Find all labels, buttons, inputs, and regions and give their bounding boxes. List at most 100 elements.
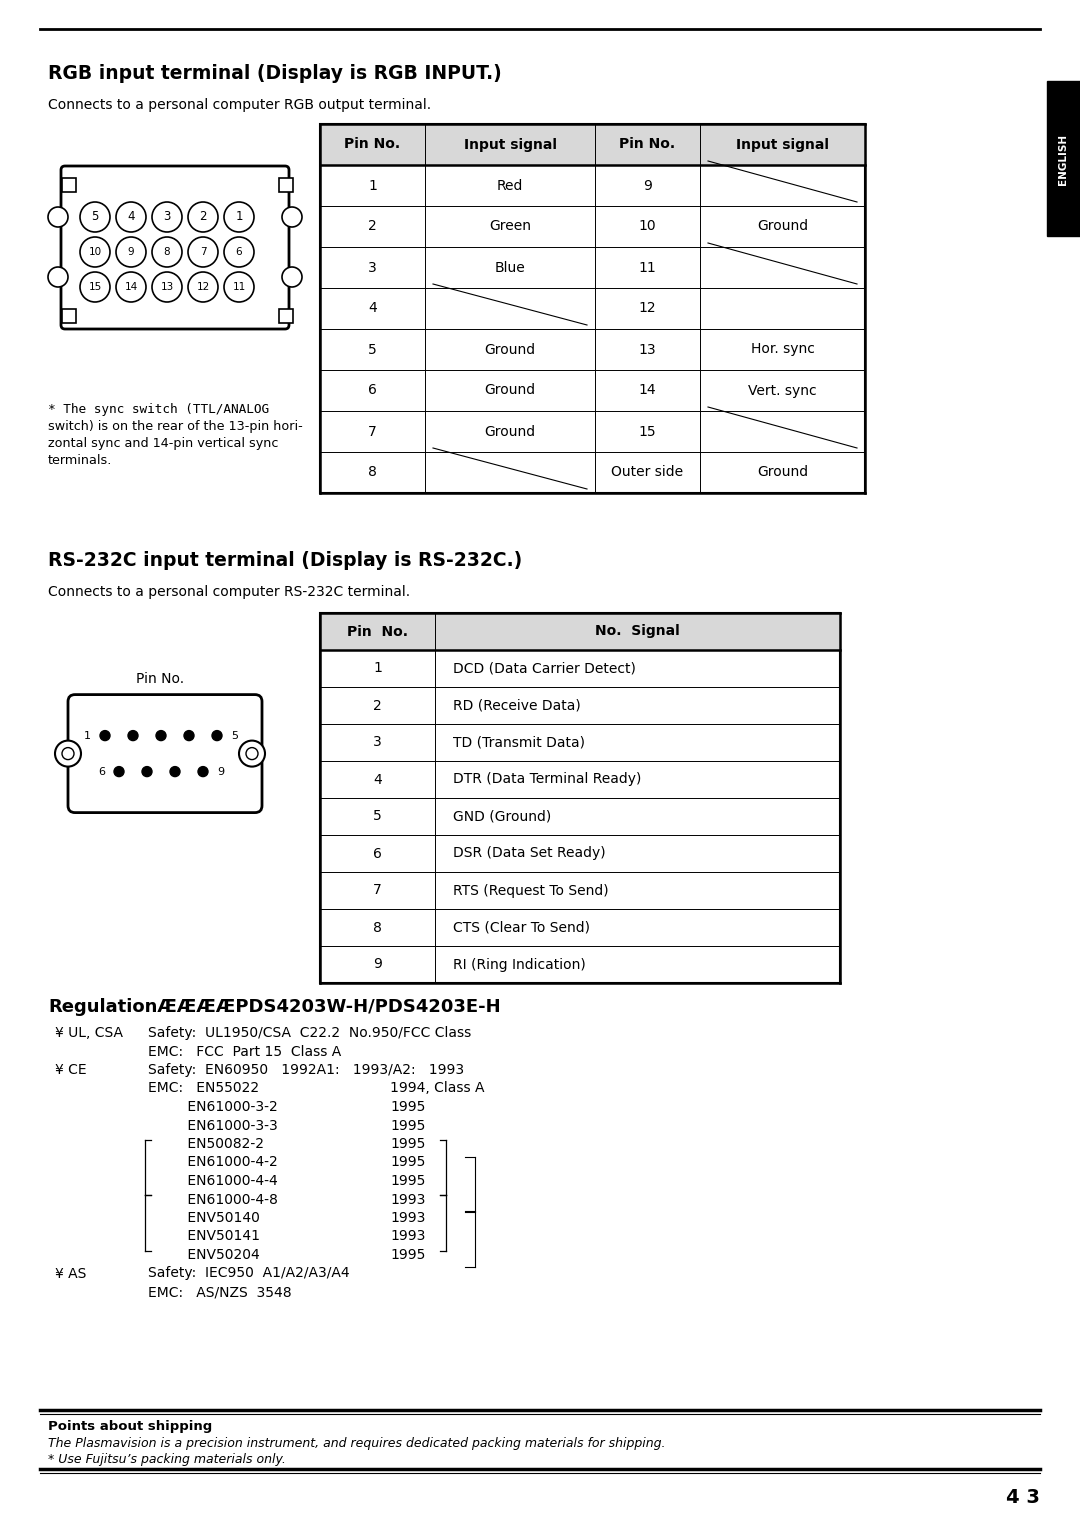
Text: EMC:   FCC  Part 15  Class A: EMC: FCC Part 15 Class A (148, 1044, 341, 1059)
Text: 6: 6 (98, 766, 105, 777)
Circle shape (282, 267, 302, 287)
Text: 1993: 1993 (390, 1192, 426, 1207)
Circle shape (116, 201, 146, 232)
Text: 8: 8 (368, 465, 377, 479)
Text: Hor. sync: Hor. sync (751, 342, 814, 357)
Text: Safety:  EN60950   1992A1:   1993/A2:   1993: Safety: EN60950 1992A1: 1993/A2: 1993 (148, 1064, 464, 1077)
Text: RegulationÆÆÆÆPDS4203W-H/PDS4203E-H: RegulationÆÆÆÆPDS4203W-H/PDS4203E-H (48, 998, 501, 1016)
Text: 8: 8 (164, 247, 171, 256)
Text: CTS (Clear To Send): CTS (Clear To Send) (453, 920, 590, 934)
Circle shape (224, 201, 254, 232)
Text: ENGLISH: ENGLISH (1058, 133, 1068, 185)
Bar (279, 179, 293, 192)
Circle shape (48, 208, 68, 227)
Text: 10: 10 (89, 247, 102, 256)
Text: Green: Green (489, 220, 531, 233)
Text: 1: 1 (373, 661, 382, 676)
Text: 4: 4 (127, 211, 135, 223)
Text: terminals.: terminals. (48, 453, 112, 467)
Text: 6: 6 (368, 383, 377, 397)
Text: ¥ AS: ¥ AS (55, 1267, 86, 1280)
Text: 1993: 1993 (390, 1212, 426, 1225)
Text: 14: 14 (638, 383, 657, 397)
Text: 9: 9 (127, 247, 134, 256)
FancyBboxPatch shape (68, 694, 262, 813)
Text: RD (Receive Data): RD (Receive Data) (453, 699, 581, 713)
Text: 2: 2 (368, 220, 377, 233)
Text: 4: 4 (368, 302, 377, 316)
Text: Ground: Ground (757, 465, 808, 479)
Text: 7: 7 (200, 247, 206, 256)
Text: DCD (Data Carrier Detect): DCD (Data Carrier Detect) (453, 661, 636, 676)
Text: 7: 7 (373, 884, 382, 897)
Text: Pin No.: Pin No. (620, 137, 676, 151)
Text: ENV50141: ENV50141 (148, 1230, 260, 1244)
Text: EMC:   AS/NZS  3548: EMC: AS/NZS 3548 (148, 1285, 292, 1299)
Circle shape (152, 201, 183, 232)
Text: 1995: 1995 (390, 1119, 426, 1132)
Text: Blue: Blue (495, 261, 525, 275)
Text: 1993: 1993 (390, 1230, 426, 1244)
Circle shape (62, 748, 75, 760)
Circle shape (114, 766, 124, 777)
Text: 1995: 1995 (390, 1173, 426, 1189)
Circle shape (80, 272, 110, 302)
Circle shape (246, 748, 258, 760)
Text: switch) is on the rear of the 13-pin hori-: switch) is on the rear of the 13-pin hor… (48, 420, 302, 433)
Text: 9: 9 (643, 179, 652, 192)
Text: Connects to a personal computer RS-232C terminal.: Connects to a personal computer RS-232C … (48, 584, 410, 600)
Text: EN61000-4-4: EN61000-4-4 (148, 1173, 278, 1189)
Bar (320, 613, 840, 983)
Text: ENV50140: ENV50140 (148, 1212, 260, 1225)
Text: 5: 5 (92, 211, 98, 223)
Text: 1995: 1995 (390, 1100, 426, 1114)
Text: 11: 11 (638, 261, 657, 275)
Circle shape (152, 237, 183, 267)
Text: Points about shipping: Points about shipping (48, 1421, 213, 1433)
Text: 1: 1 (84, 731, 91, 740)
Circle shape (224, 272, 254, 302)
Text: 2: 2 (373, 699, 382, 713)
FancyBboxPatch shape (60, 166, 289, 330)
Text: Ground: Ground (757, 220, 808, 233)
Text: 10: 10 (638, 220, 657, 233)
Text: 1995: 1995 (390, 1137, 426, 1151)
Text: EN61000-4-2: EN61000-4-2 (148, 1155, 278, 1169)
Circle shape (282, 208, 302, 227)
Circle shape (170, 766, 180, 777)
Circle shape (212, 731, 222, 740)
Text: 9: 9 (217, 766, 225, 777)
Circle shape (156, 731, 166, 740)
Text: EMC:   EN55022: EMC: EN55022 (148, 1082, 259, 1096)
Text: 1994, Class A: 1994, Class A (390, 1082, 485, 1096)
Text: Input signal: Input signal (463, 137, 556, 151)
Text: ¥ UL, CSA: ¥ UL, CSA (55, 1025, 123, 1041)
Text: EN61000-3-3: EN61000-3-3 (148, 1119, 278, 1132)
Bar (320, 124, 865, 493)
Text: TD (Transmit Data): TD (Transmit Data) (453, 736, 585, 749)
Text: RS-232C input terminal (Display is RS-232C.): RS-232C input terminal (Display is RS-23… (48, 551, 523, 571)
Text: 11: 11 (232, 282, 245, 291)
Circle shape (80, 201, 110, 232)
Text: RTS (Request To Send): RTS (Request To Send) (453, 884, 609, 897)
Text: 4 3: 4 3 (1007, 1488, 1040, 1508)
Text: No.  Signal: No. Signal (595, 624, 680, 638)
Text: 6: 6 (235, 247, 242, 256)
Circle shape (239, 740, 265, 766)
Text: Ground: Ground (485, 424, 536, 438)
Text: 4: 4 (373, 772, 382, 786)
Text: 3: 3 (368, 261, 377, 275)
Text: * Use Fujitsu’s packing materials only.: * Use Fujitsu’s packing materials only. (48, 1453, 286, 1466)
Circle shape (184, 731, 194, 740)
Text: 9: 9 (373, 957, 382, 972)
Text: 1995: 1995 (390, 1248, 426, 1262)
Text: 1: 1 (235, 211, 243, 223)
Text: GND (Ground): GND (Ground) (453, 809, 551, 824)
Circle shape (80, 237, 110, 267)
Text: Input signal: Input signal (735, 137, 829, 151)
Text: Pin No.: Pin No. (345, 137, 401, 151)
Text: 12: 12 (638, 302, 657, 316)
Text: 5: 5 (231, 731, 238, 740)
Text: Ground: Ground (485, 383, 536, 397)
Text: 15: 15 (638, 424, 657, 438)
